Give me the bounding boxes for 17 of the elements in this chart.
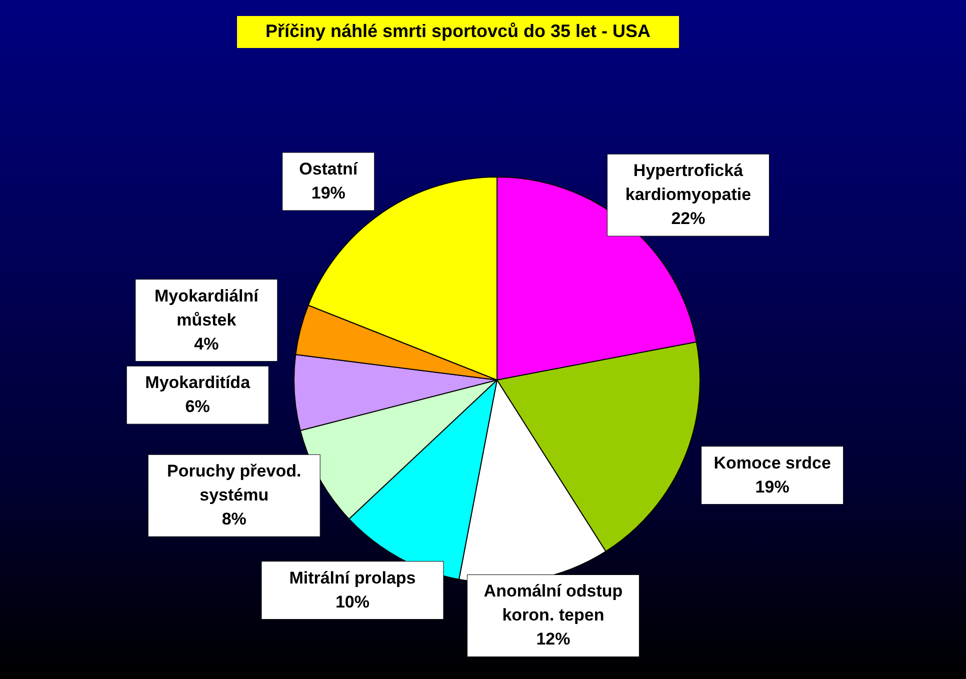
data-label: 22% (671, 209, 706, 228)
data-label: 10% (335, 592, 370, 612)
slice-label: Myokardiální můstek (154, 286, 260, 330)
data-label: 8% (222, 510, 246, 529)
chart-title: Příčiny náhlé smrti sportovců do 35 let - USA (265, 21, 651, 41)
slice-label: Hypertrofická kardiomyopatie (625, 161, 752, 204)
data-label: 6% (185, 397, 210, 416)
data-label: 4% (194, 334, 219, 354)
slice-label: Komoce srdce (714, 453, 831, 472)
data-label: 19% (755, 477, 790, 496)
data-label: 12% (536, 630, 570, 649)
slice-label: Poruchy převod. systému (167, 462, 302, 505)
slice-label: Myokarditída (145, 373, 251, 392)
slice-label: Anomální odstup koron. tepen (484, 582, 623, 625)
slice-label: Ostatní (299, 160, 359, 178)
slice-label: Mitrální prolaps (289, 568, 416, 588)
data-label: 19% (311, 184, 346, 202)
